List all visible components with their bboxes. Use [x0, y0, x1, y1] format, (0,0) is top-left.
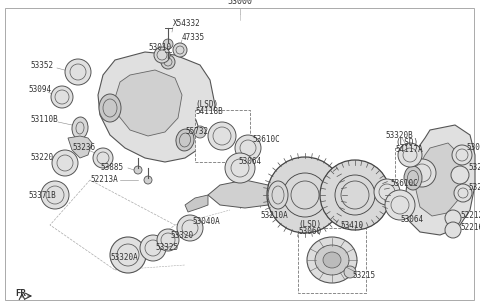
Circle shape [41, 181, 69, 209]
Circle shape [157, 229, 179, 251]
Circle shape [344, 266, 356, 278]
Ellipse shape [404, 166, 422, 190]
Text: 54118B: 54118B [195, 107, 223, 116]
Text: 47335: 47335 [182, 33, 205, 41]
Bar [298, 228, 366, 293]
Polygon shape [208, 180, 275, 208]
Bar [395, 148, 450, 198]
Ellipse shape [323, 252, 341, 268]
Text: 53000: 53000 [228, 0, 252, 6]
Circle shape [408, 159, 436, 187]
Circle shape [154, 47, 170, 63]
Circle shape [134, 166, 142, 174]
Circle shape [320, 160, 390, 230]
Text: 53320A: 53320A [110, 254, 138, 262]
Circle shape [374, 179, 400, 205]
Text: 53320B: 53320B [385, 130, 413, 139]
Circle shape [52, 150, 78, 176]
Text: 53371B: 53371B [28, 191, 56, 200]
Circle shape [173, 43, 187, 57]
Circle shape [65, 59, 91, 85]
Ellipse shape [268, 181, 288, 209]
Circle shape [445, 210, 461, 226]
Circle shape [51, 86, 73, 108]
Circle shape [208, 122, 236, 150]
Circle shape [452, 145, 472, 165]
Circle shape [140, 235, 166, 261]
Text: 53040A: 53040A [192, 217, 220, 227]
Circle shape [454, 184, 472, 202]
Polygon shape [405, 125, 475, 235]
Text: X54332: X54332 [173, 20, 201, 29]
Text: 54117A: 54117A [395, 146, 423, 154]
Ellipse shape [315, 245, 349, 275]
Text: 53320: 53320 [170, 231, 193, 239]
Text: 53325: 53325 [155, 243, 178, 252]
Text: 53094: 53094 [28, 86, 51, 95]
Circle shape [385, 190, 415, 220]
Text: 53210A: 53210A [260, 211, 288, 220]
Text: 53610C: 53610C [252, 135, 280, 145]
Polygon shape [416, 143, 462, 216]
Circle shape [451, 166, 469, 184]
Text: 53086: 53086 [466, 143, 480, 153]
Text: (LSD): (LSD) [195, 100, 218, 110]
Text: (LSD): (LSD) [395, 138, 418, 147]
Circle shape [163, 39, 173, 49]
Bar [195, 110, 250, 162]
Circle shape [267, 157, 343, 233]
Ellipse shape [176, 129, 194, 151]
Circle shape [93, 148, 113, 168]
Text: 53064: 53064 [238, 157, 261, 166]
Circle shape [161, 55, 175, 69]
Text: 53010: 53010 [148, 44, 171, 52]
Text: 53060: 53060 [298, 227, 321, 236]
Polygon shape [68, 136, 92, 158]
Circle shape [144, 176, 152, 184]
Circle shape [177, 215, 203, 241]
Circle shape [398, 143, 422, 167]
Text: 53220: 53220 [30, 154, 53, 162]
Circle shape [110, 237, 146, 273]
Text: 52212: 52212 [460, 211, 480, 220]
Polygon shape [185, 195, 208, 212]
Text: 55732: 55732 [185, 127, 208, 137]
Circle shape [194, 126, 206, 138]
Circle shape [225, 153, 255, 183]
Text: 53294: 53294 [468, 184, 480, 192]
Text: (LSD): (LSD) [298, 220, 321, 228]
Text: 53352: 53352 [30, 60, 53, 69]
Text: 53110B: 53110B [30, 115, 58, 125]
Circle shape [445, 222, 461, 238]
Text: FR: FR [15, 289, 26, 298]
Text: 53252A: 53252A [468, 164, 480, 173]
Text: 53064: 53064 [400, 216, 423, 224]
Text: 52213A: 52213A [90, 176, 118, 185]
Polygon shape [115, 70, 182, 136]
Ellipse shape [307, 237, 357, 283]
Ellipse shape [72, 117, 88, 139]
Text: 53410: 53410 [340, 220, 363, 230]
Circle shape [235, 135, 261, 161]
Ellipse shape [99, 94, 121, 122]
Text: 53885: 53885 [100, 164, 123, 173]
Text: 52216: 52216 [460, 223, 480, 232]
Text: 53215: 53215 [352, 270, 375, 279]
Polygon shape [98, 52, 215, 162]
Text: 53236: 53236 [72, 143, 95, 153]
Text: 53610C: 53610C [390, 178, 418, 188]
